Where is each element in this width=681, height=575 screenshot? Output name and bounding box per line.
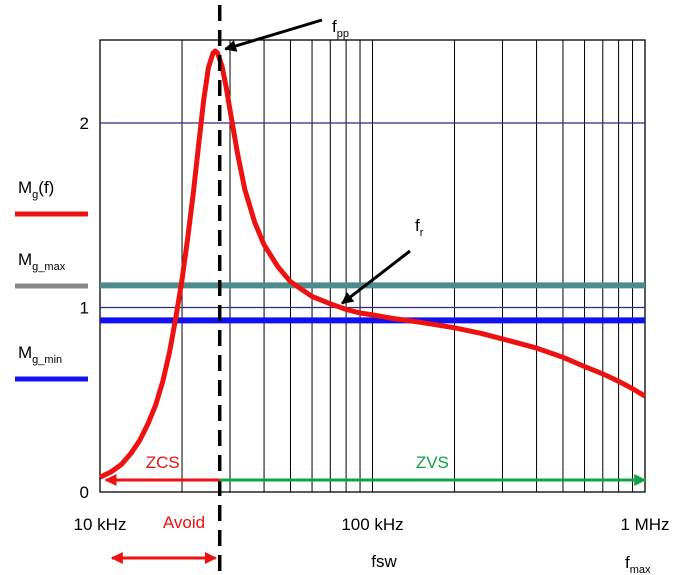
fmax-label: fmax <box>625 553 651 575</box>
zvs-label: ZVS <box>416 453 449 472</box>
reference-lines <box>100 122 645 309</box>
y-tick-label: 0 <box>80 483 89 502</box>
legend-label-mg: Mg(f) <box>18 178 54 201</box>
fr-arrow <box>341 249 411 305</box>
zcs-label: ZCS <box>146 453 180 472</box>
x-axis-label: fsw <box>371 552 397 571</box>
region-arrows: ZCS ZVS <box>104 453 647 564</box>
legend-label-mg-min: Mg_min <box>18 343 62 366</box>
x-tick-label: 1 MHz <box>620 515 669 534</box>
avoid-label: Avoid <box>163 513 205 532</box>
fr-label: fr <box>415 216 424 239</box>
tick-labels: 10 kHz 100 kHz 1 MHz 0 1 2 <box>74 114 670 534</box>
legend: Mg(f) Mg_max Mg_min <box>15 178 88 382</box>
plot-frame <box>99 39 646 493</box>
annotations: fpp fr fmax <box>224 17 651 575</box>
x-tick-label: 10 kHz <box>74 515 127 534</box>
grid <box>181 40 634 492</box>
legend-label-mg-max: Mg_max <box>18 250 66 273</box>
curve-group <box>98 48 647 480</box>
x-tick-label: 100 kHz <box>341 515 403 534</box>
y-tick-label: 2 <box>80 114 89 133</box>
y-tick-label: 1 <box>80 299 89 318</box>
fpp-label: fpp <box>332 17 349 40</box>
fpp-arrow <box>224 18 323 52</box>
threshold-lines <box>100 282 645 324</box>
gain-curve <box>98 48 647 480</box>
